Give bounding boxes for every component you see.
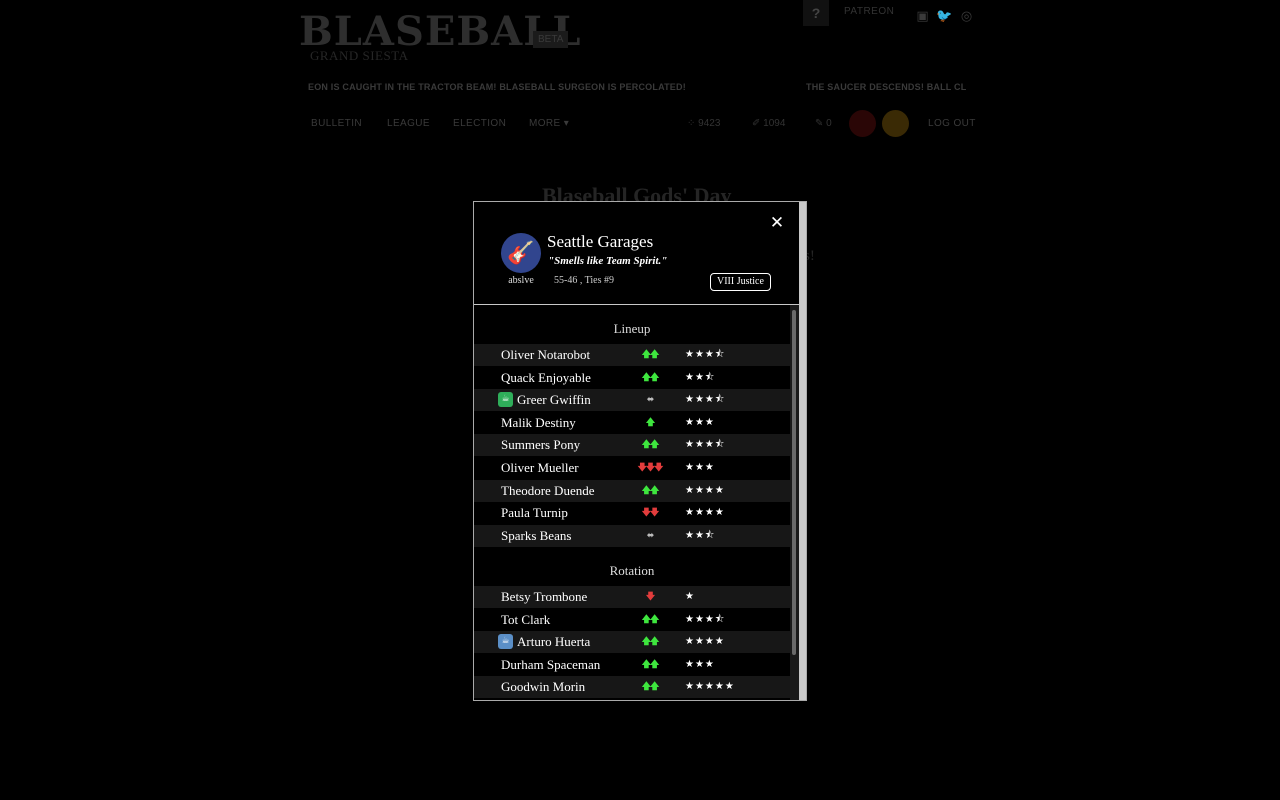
team-record: 55-46 , Ties #9 bbox=[554, 275, 615, 286]
instagram-icon[interactable]: ◎ bbox=[960, 9, 973, 24]
coins-counter[interactable]: ⁘ 9423 bbox=[687, 118, 720, 129]
help-button[interactable]: ? bbox=[803, 0, 829, 26]
trend-up-icon: 🡅🡅 bbox=[641, 372, 660, 383]
player-row[interactable]: Paula Turnip 🡇🡇 ★★★★ bbox=[474, 502, 790, 524]
peanut-icon: ✎ bbox=[815, 118, 824, 129]
star-rating: ★★★ bbox=[685, 658, 715, 670]
page-scrollbar[interactable] bbox=[799, 202, 806, 700]
player-row[interactable]: Quack Enjoyable 🡅🡅 ★★⯪ bbox=[474, 367, 790, 389]
news-ticker-left: EON IS CAUGHT IN THE TRACTOR BEAM! BLASE… bbox=[308, 82, 686, 92]
star-rating: ★★★⯪ bbox=[685, 439, 726, 451]
trend-flat-icon: ⬌ bbox=[646, 395, 655, 406]
snacks-value: 0 bbox=[826, 118, 832, 129]
trend-up-icon: 🡅🡅 bbox=[641, 682, 660, 693]
trend-up-icon: 🡅 bbox=[645, 417, 655, 428]
star-rating: ★★★⯪ bbox=[685, 613, 726, 625]
star-rating: ★★★ bbox=[685, 462, 715, 473]
trend-up-icon: 🡅🡅 bbox=[641, 659, 660, 670]
trend-down-icon: 🡇🡇 bbox=[641, 508, 660, 519]
rotation-title: Rotation bbox=[609, 563, 655, 578]
player-row[interactable]: Oliver Notarobot 🡅🡅 ★★★⯪ bbox=[474, 344, 790, 366]
trend-up-icon: 🡅🡅 bbox=[641, 485, 660, 496]
player-name[interactable]: Arturo Huerta bbox=[517, 634, 591, 650]
coin-icon: ⁘ bbox=[687, 118, 696, 129]
guitar-icon: 🎸 bbox=[507, 240, 535, 265]
trend-up-icon: 🡅🡅 bbox=[641, 350, 660, 360]
standings-badge[interactable]: VIII Justice bbox=[710, 273, 771, 291]
nav-election[interactable]: ELECTION bbox=[453, 118, 507, 129]
player-name[interactable]: Betsy Trombone bbox=[501, 589, 588, 604]
player-row[interactable]: Durham Spaceman 🡅🡅 ★★★ bbox=[474, 654, 790, 676]
star-rating: ★ bbox=[685, 591, 695, 602]
team-emblem: 🎸 bbox=[501, 233, 541, 273]
trend-down-icon: 🡇🡇🡇 bbox=[637, 463, 664, 473]
mug-icon: ☕ bbox=[498, 634, 513, 650]
player-name[interactable]: Greer Gwiffin bbox=[517, 392, 591, 408]
player-row[interactable]: Malik Destiny 🡅 ★★★ bbox=[474, 412, 790, 434]
team-modal: ✕ 🎸 abslve Seattle Garages "Smells like … bbox=[473, 201, 807, 701]
patreon-link[interactable]: PATREON bbox=[844, 6, 895, 17]
star-rating: ★★★★ bbox=[685, 636, 725, 648]
player-row[interactable]: Betsy Trombone 🡇 ★ bbox=[474, 586, 790, 608]
trend-up-icon: 🡅🡅 bbox=[641, 637, 660, 648]
player-name[interactable]: Goodwin Morin bbox=[501, 679, 586, 695]
player-name[interactable]: Oliver Mueller bbox=[501, 460, 579, 475]
player-name[interactable]: Malik Destiny bbox=[501, 414, 576, 430]
player-name[interactable]: Paula Turnip bbox=[501, 505, 568, 521]
snacks-counter[interactable]: ✎ 0 bbox=[815, 118, 832, 129]
team-header: ✕ 🎸 abslve Seattle Garages "Smells like … bbox=[474, 202, 799, 305]
roster-list[interactable]: Lineup Oliver Notarobot 🡅🡅 ★★★⯪ Quack Enjoy… bbox=[474, 305, 790, 700]
star-rating: ★★⯪ bbox=[685, 371, 716, 383]
player-name[interactable]: Durham Spaceman bbox=[501, 656, 601, 672]
trend-up-icon: 🡅🡅 bbox=[641, 440, 660, 451]
twitter-icon[interactable]: 🐦 bbox=[936, 9, 953, 24]
team-slogan: "Smells like Team Spirit." bbox=[548, 255, 668, 267]
mug-icon: ☕ bbox=[498, 392, 513, 408]
page-subtitle: s! bbox=[804, 248, 815, 264]
player-row[interactable]: Oliver Mueller 🡇🡇🡇 ★★★ bbox=[474, 457, 790, 479]
nav-bulletin[interactable]: BULLETIN bbox=[311, 118, 362, 129]
season-label: GRAND SIESTA bbox=[310, 48, 409, 63]
news-ticker-right: THE SAUCER DESCENDS! BALL CLAR bbox=[806, 82, 966, 92]
player-row[interactable]: Tot Clark 🡅🡅 ★★★⯪ bbox=[474, 609, 790, 631]
favorite-team-icon[interactable] bbox=[849, 110, 876, 137]
player-row[interactable]: ☕ Greer Gwiffin ⬌ ★★★⯪ bbox=[474, 389, 790, 412]
player-row[interactable]: Theodore Duende 🡅🡅 ★★★★ bbox=[474, 479, 790, 502]
discord-icon[interactable]: ▣ bbox=[916, 9, 929, 24]
coins-value: 9423 bbox=[698, 118, 721, 129]
trend-up-icon: 🡅🡅 bbox=[641, 614, 660, 625]
player-name[interactable]: Sparks Beans bbox=[501, 527, 572, 543]
user-avatar[interactable] bbox=[882, 110, 909, 137]
votes-value: 1094 bbox=[763, 118, 786, 129]
scrollbar-thumb[interactable] bbox=[792, 310, 796, 655]
star-rating: ★★★★ bbox=[685, 507, 725, 519]
nav-more[interactable]: MORE ▾ bbox=[529, 118, 570, 129]
player-name[interactable]: Tot Clark bbox=[501, 611, 551, 627]
player-row[interactable]: Sparks Beans ⬌ ★★⯪ bbox=[474, 524, 790, 547]
star-rating: ★★⯪ bbox=[685, 529, 716, 541]
player-row[interactable]: ☕ Arturo Huerta 🡅🡅 ★★★★ bbox=[474, 631, 790, 654]
nav-league[interactable]: LEAGUE bbox=[387, 118, 430, 129]
close-button[interactable]: ✕ bbox=[769, 213, 785, 233]
lineup-title: Lineup bbox=[613, 321, 651, 336]
beta-badge: BETA bbox=[533, 31, 569, 48]
player-row[interactable]: Summers Pony 🡅🡅 ★★★⯪ bbox=[474, 434, 790, 457]
team-name: Seattle Garages bbox=[547, 232, 654, 251]
player-name[interactable]: Summers Pony bbox=[501, 437, 581, 453]
vote-icon: ✐ bbox=[752, 118, 761, 129]
player-name[interactable]: Oliver Notarobot bbox=[501, 347, 591, 362]
star-rating: ★★★ bbox=[685, 416, 715, 428]
star-rating: ★★★★★ bbox=[685, 681, 735, 693]
trend-down-icon: 🡇 bbox=[645, 592, 655, 602]
player-name[interactable]: Theodore Duende bbox=[501, 482, 595, 498]
player-row[interactable]: Goodwin Morin 🡅🡅 ★★★★★ bbox=[474, 676, 790, 699]
logout-link[interactable]: LOG OUT bbox=[928, 118, 976, 129]
star-rating: ★★★⯪ bbox=[685, 349, 726, 360]
star-rating: ★★★⯪ bbox=[685, 394, 726, 406]
player-name[interactable]: Quack Enjoyable bbox=[501, 369, 591, 385]
star-rating: ★★★★ bbox=[685, 484, 725, 496]
trend-flat-icon: ⬌ bbox=[646, 530, 655, 541]
votes-counter[interactable]: ✐ 1094 bbox=[752, 118, 785, 129]
team-owner: abslve bbox=[508, 275, 534, 286]
